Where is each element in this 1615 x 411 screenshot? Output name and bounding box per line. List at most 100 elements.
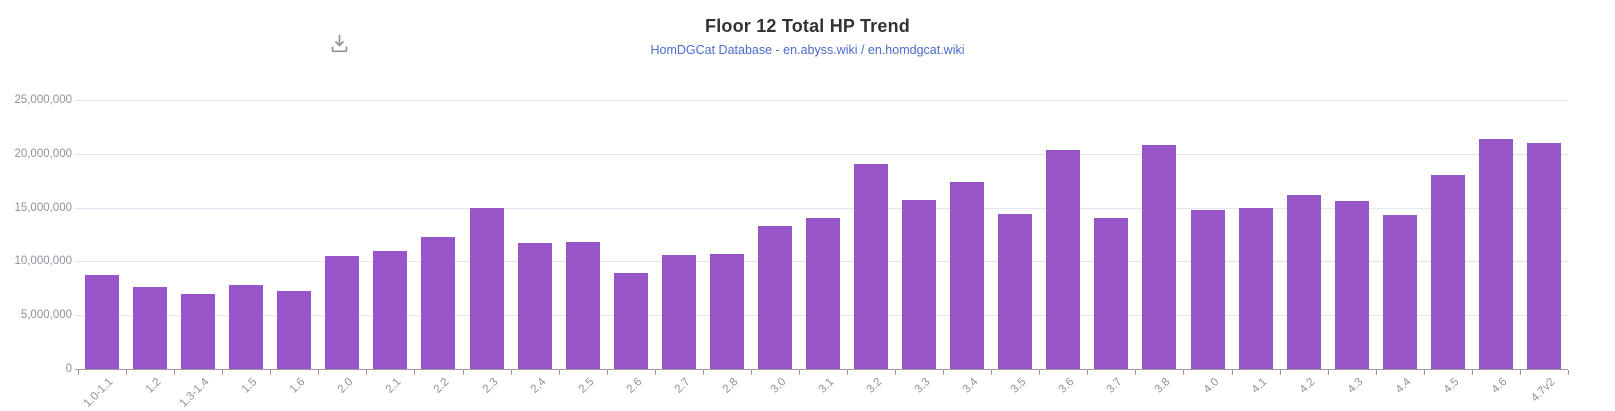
bar[interactable]: [1046, 150, 1081, 369]
x-axis-tick: [318, 370, 320, 375]
x-axis-tick: [222, 370, 224, 375]
x-axis-tick-label: 2.0: [336, 376, 356, 396]
x-axis-tick-label: 2.4: [528, 376, 549, 396]
x-axis-tick: [991, 370, 993, 375]
x-axis-tick: [1087, 370, 1089, 375]
x-axis-tick-label: 2.2: [432, 376, 452, 396]
x-axis-tick: [750, 370, 752, 375]
x-axis-tick: [702, 370, 704, 375]
x-axis-tick: [895, 370, 897, 375]
bar[interactable]: [1190, 210, 1225, 369]
bar[interactable]: [325, 256, 360, 369]
bar[interactable]: [854, 164, 889, 369]
bar[interactable]: [565, 242, 600, 369]
chart-title: Floor 12 Total HP Trend: [705, 16, 910, 36]
x-axis-tick-label: 1.0-1.1: [81, 376, 116, 410]
bar[interactable]: [421, 236, 456, 369]
x-axis-tick-label: 3.6: [1056, 376, 1077, 396]
x-axis-tick: [174, 370, 176, 375]
x-axis-tick: [1375, 370, 1377, 375]
save-as-image-button[interactable]: [327, 30, 351, 56]
x-axis-tick-label: 4.0: [1201, 376, 1222, 396]
x-axis-tick: [1135, 370, 1137, 375]
bar[interactable]: [709, 253, 744, 369]
x-axis-tick-label: 1.5: [239, 376, 260, 396]
x-axis-tick-label: 4.5: [1441, 376, 1462, 396]
grid-line: [75, 100, 1568, 101]
x-axis-tick: [606, 370, 608, 375]
bar[interactable]: [1286, 194, 1321, 369]
x-axis-tick-label: 3.7: [1105, 376, 1125, 396]
bar[interactable]: [133, 286, 168, 369]
x-axis-tick: [847, 370, 849, 375]
x-axis-tick-label: 4.1: [1249, 376, 1270, 396]
bar[interactable]: [1094, 217, 1129, 369]
x-axis-tick: [943, 370, 945, 375]
x-axis-tick-label: 4.2: [1297, 376, 1318, 396]
bar[interactable]: [757, 226, 792, 369]
bar[interactable]: [998, 213, 1033, 369]
grid-line: [75, 207, 1568, 209]
x-axis-tick-label: 2.3: [480, 376, 501, 396]
x-axis-tick: [462, 370, 464, 375]
x-axis-tick: [366, 370, 368, 375]
y-axis-tick-label: 0: [65, 363, 72, 375]
x-axis-tick: [1279, 370, 1281, 375]
y-axis-tick-label: 25,000,000: [14, 94, 72, 106]
grid-line: [75, 153, 1568, 155]
bar[interactable]: [517, 243, 552, 369]
bar[interactable]: [1526, 142, 1561, 369]
x-axis-tick: [654, 370, 656, 375]
y-axis-tick-label: 20,000,000: [14, 147, 72, 160]
bar[interactable]: [661, 255, 696, 369]
x-axis-tick-label: 3.2: [864, 376, 885, 396]
bar[interactable]: [1430, 174, 1465, 369]
bar[interactable]: [1142, 145, 1177, 369]
x-axis-tick: [1568, 370, 1569, 375]
x-axis-tick: [1327, 370, 1329, 375]
bar[interactable]: [1382, 214, 1417, 369]
x-axis-tick: [126, 370, 128, 375]
download-icon: [331, 34, 347, 52]
bar[interactable]: [613, 273, 648, 369]
y-axis-tick-label: 5,000,000: [20, 309, 72, 322]
x-axis-tick-label: 3.5: [1008, 376, 1029, 396]
x-axis-tick-label: 2.8: [720, 376, 741, 396]
bar[interactable]: [277, 290, 312, 369]
bar[interactable]: [229, 285, 264, 369]
x-axis-tick-label: 2.5: [576, 376, 597, 396]
x-axis-tick: [1231, 370, 1233, 375]
x-axis-tick-label: 3.8: [1153, 376, 1173, 396]
x-axis-tick-label: 4.3: [1345, 376, 1366, 396]
x-axis-tick: [78, 370, 79, 375]
bar[interactable]: [469, 207, 504, 369]
bar[interactable]: [902, 200, 937, 369]
bar[interactable]: [806, 218, 840, 369]
x-axis-tick-label: 3.0: [768, 376, 789, 396]
bar[interactable]: [1238, 207, 1273, 369]
x-axis-line: [75, 369, 1568, 370]
bar[interactable]: [1334, 201, 1369, 369]
x-axis-tick: [414, 370, 416, 375]
bar[interactable]: [181, 293, 216, 369]
x-axis-tick-label: 1.6: [287, 376, 308, 396]
x-axis-tick: [558, 370, 560, 375]
x-axis-tick-label: 3.4: [960, 376, 981, 396]
x-axis-tick: [798, 370, 800, 375]
x-axis-tick: [510, 370, 512, 375]
bar[interactable]: [950, 182, 985, 369]
chart-subtitle-link[interactable]: HomDGCat Database - en.abyss.wiki / en.h…: [650, 43, 965, 57]
x-axis-tick: [1423, 370, 1425, 375]
bar[interactable]: [373, 251, 408, 369]
x-axis-tick-label: 4.4: [1393, 376, 1414, 396]
bar[interactable]: [1478, 138, 1513, 369]
x-axis-tick-label: 1.3-1.4: [177, 376, 212, 410]
x-axis-tick-label: 3.3: [912, 376, 933, 396]
x-axis-tick-label: 2.7: [672, 376, 693, 396]
y-axis-tick-label: 10,000,000: [14, 255, 72, 268]
bar[interactable]: [85, 275, 120, 369]
x-axis-tick-label: 1.2: [143, 376, 164, 396]
x-axis-tick: [1183, 370, 1185, 375]
x-axis-tick-label: 2.1: [384, 376, 404, 396]
